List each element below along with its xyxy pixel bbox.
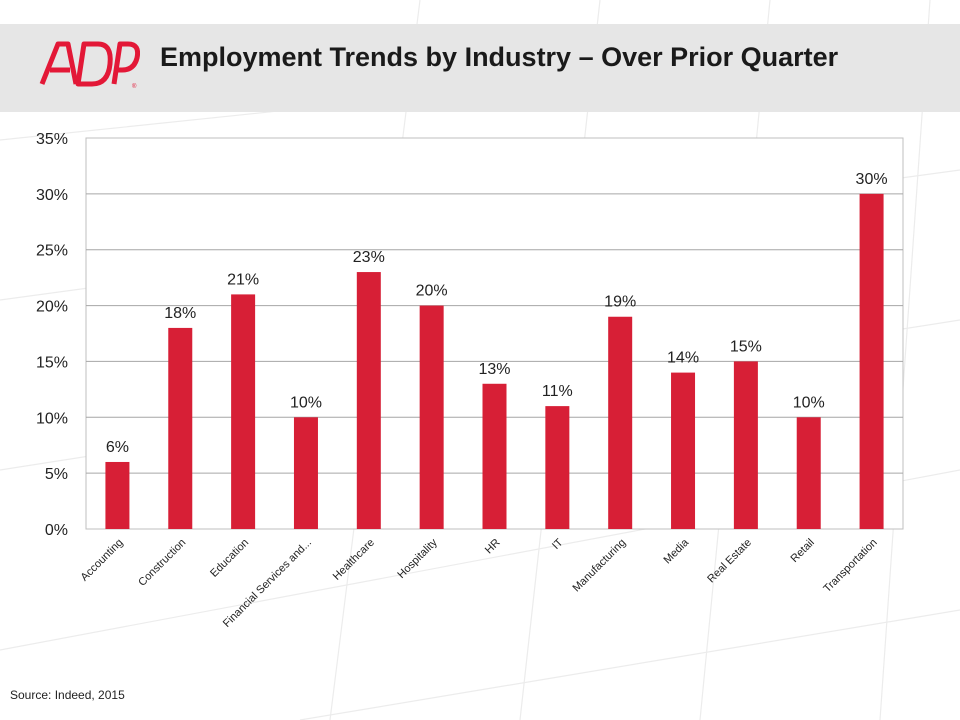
bar: [356, 272, 381, 529]
data-label: 30%: [856, 171, 888, 188]
source-note: Source: Indeed, 2015: [10, 688, 125, 702]
x-tick-label: Healthcare: [331, 537, 377, 583]
data-label: 10%: [290, 394, 322, 411]
data-label: 13%: [478, 361, 510, 378]
data-label: 14%: [667, 350, 699, 367]
bar: [796, 417, 821, 529]
bar-chart: 0% 5% 10% 15% 20% 25% 30% 35% 6% 18% 21% 10% 23% 20%…: [36, 131, 904, 630]
bar: [859, 193, 884, 529]
data-label: 23%: [353, 249, 385, 266]
data-label: 6%: [106, 439, 129, 456]
x-tick-label: Accounting: [79, 537, 126, 584]
x-tick-label: Manufacturing: [571, 537, 629, 595]
bar: [105, 461, 130, 529]
bar: [419, 305, 444, 529]
x-tick-label: Education: [208, 537, 251, 580]
adp-logo: ®: [39, 41, 140, 90]
data-label: 10%: [793, 394, 825, 411]
bar: [608, 316, 633, 529]
x-tick-label: Retail: [788, 537, 816, 565]
y-tick-label: 30%: [36, 187, 68, 204]
page-title: Employment Trends by Industry – Over Pri…: [160, 42, 839, 72]
bar: [482, 383, 507, 529]
y-tick-label: 35%: [36, 131, 68, 148]
data-label: 15%: [730, 338, 762, 355]
bar: [545, 406, 570, 529]
x-tick-label: Real Estate: [705, 537, 754, 586]
data-label: 20%: [416, 283, 448, 300]
x-tick-label: Construction: [136, 537, 188, 589]
bar: [293, 417, 318, 529]
bar: [671, 372, 696, 529]
data-label: 18%: [164, 305, 196, 322]
x-tick-label: IT: [550, 536, 566, 552]
y-tick-label: 15%: [36, 354, 68, 371]
x-tick-label: Hospitality: [395, 536, 440, 581]
x-tick-label: Media: [661, 536, 691, 566]
data-label: 11%: [542, 383, 573, 400]
y-tick-label: 25%: [36, 243, 68, 260]
y-tick-label: 20%: [36, 299, 68, 316]
x-tick-label: HR: [483, 537, 503, 557]
data-label: 19%: [604, 294, 636, 311]
bar: [231, 294, 256, 529]
x-tick-label: Transportation: [821, 537, 879, 595]
bar: [168, 327, 193, 529]
y-tick-label: 0%: [45, 522, 68, 539]
bar: [733, 361, 758, 529]
data-label: 21%: [227, 271, 259, 288]
y-tick-label: 5%: [45, 466, 68, 483]
header-band: [0, 24, 960, 112]
svg-text:®: ®: [132, 83, 137, 90]
y-tick-label: 10%: [36, 410, 68, 427]
